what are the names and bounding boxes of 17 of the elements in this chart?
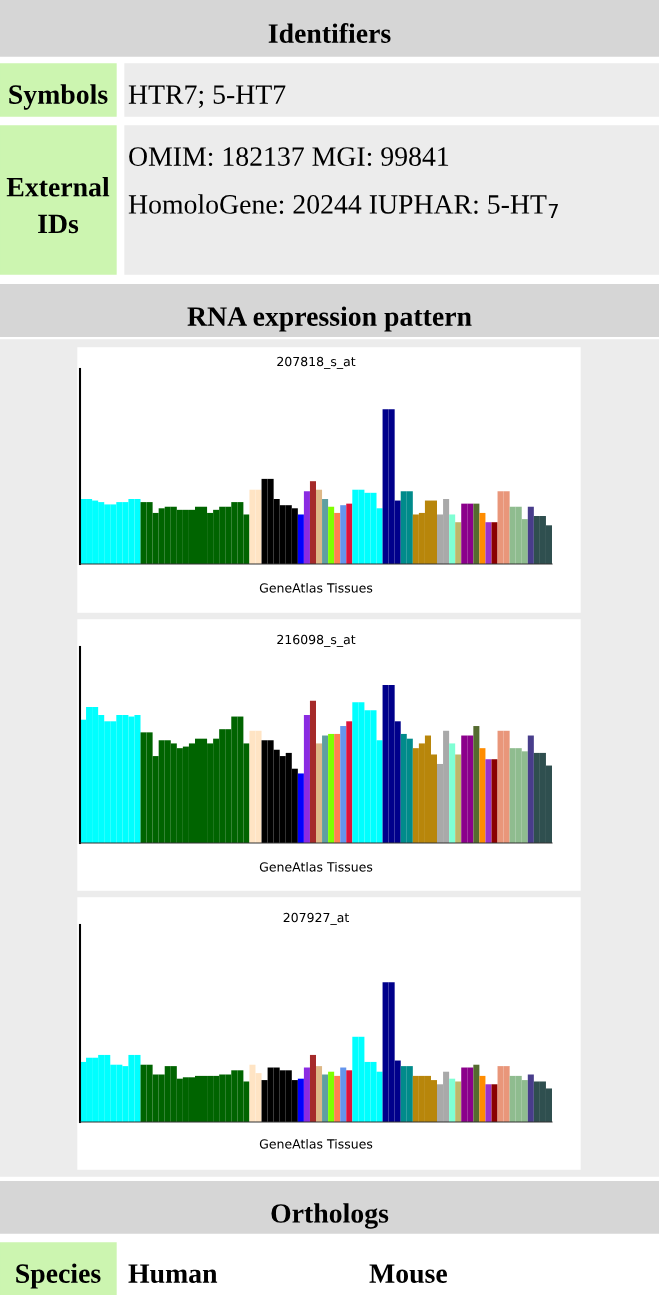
text: Identifiers bbox=[268, 23, 391, 43]
text: External IDs bbox=[6, 177, 110, 234]
text: Species bbox=[16, 1263, 101, 1289]
text: Orthologs bbox=[271, 1203, 389, 1229]
text: Human bbox=[128, 1264, 218, 1284]
chart-title: 216098_s_at bbox=[277, 634, 356, 647]
x-axis-title: GeneAtlas Tissues bbox=[259, 582, 373, 593]
text: RNA expression pattern bbox=[187, 306, 472, 332]
chart-title: 207927_at bbox=[283, 912, 349, 925]
text: HTR7; 5-HT7 bbox=[128, 85, 286, 108]
text: OMIM: 182137 MGI: 99841 bbox=[129, 147, 449, 167]
x-axis-title: GeneAtlas Tissues bbox=[259, 1138, 373, 1149]
text: HomoloGene: 20244 IUPHAR: 5-HT$_{7}$ bbox=[128, 194, 558, 219]
text: Symbols bbox=[9, 84, 108, 110]
chart-title: 207818_s_at bbox=[277, 356, 356, 369]
x-axis-title: GeneAtlas Tissues bbox=[259, 861, 373, 872]
text: Mouse bbox=[369, 1264, 447, 1284]
